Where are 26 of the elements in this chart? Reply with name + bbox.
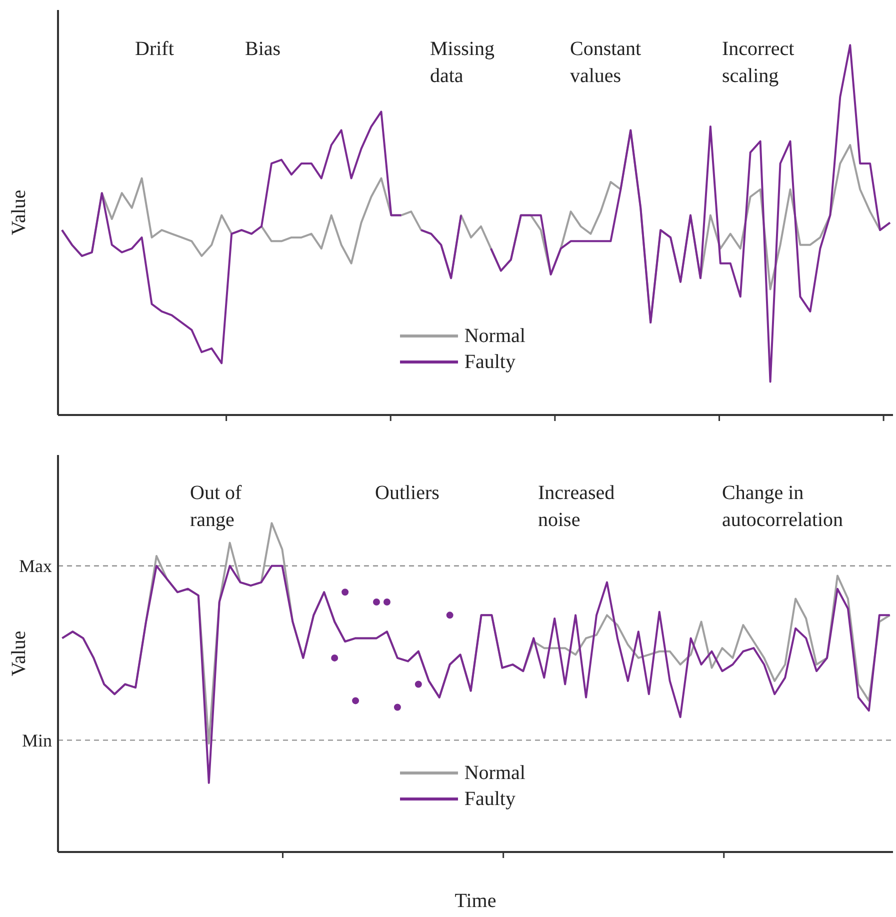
point: [331, 654, 338, 662]
annotation: Bias: [245, 37, 281, 62]
point: [352, 697, 360, 704]
legend-label: Normal: [464, 324, 526, 348]
point: [342, 588, 349, 596]
annotation: Constant values: [570, 37, 642, 89]
point: [372, 598, 380, 606]
annotation: Drift: [135, 37, 174, 62]
y-axis-title: Value: [8, 630, 30, 676]
point: [446, 612, 454, 619]
point: [414, 680, 422, 688]
point: [394, 704, 401, 711]
ref-line-label: Min: [22, 730, 52, 751]
point: [383, 598, 390, 606]
annotation: Missing data: [430, 37, 494, 89]
annotation: Incorrect scaling: [722, 37, 794, 89]
legend-label: Faulty: [464, 788, 516, 810]
ref-line-label: Max: [19, 556, 52, 576]
legend-label: Normal: [464, 762, 526, 784]
annotation: Change in autocorrelation: [722, 481, 844, 533]
x-axis-title: Time: [454, 890, 496, 912]
y-axis-title: Value: [8, 190, 30, 236]
text: Outliers: [375, 481, 440, 506]
annotation: Out of range: [190, 481, 242, 533]
annotation: Increased noise: [538, 481, 615, 533]
legend-label: Faulty: [464, 350, 516, 374]
